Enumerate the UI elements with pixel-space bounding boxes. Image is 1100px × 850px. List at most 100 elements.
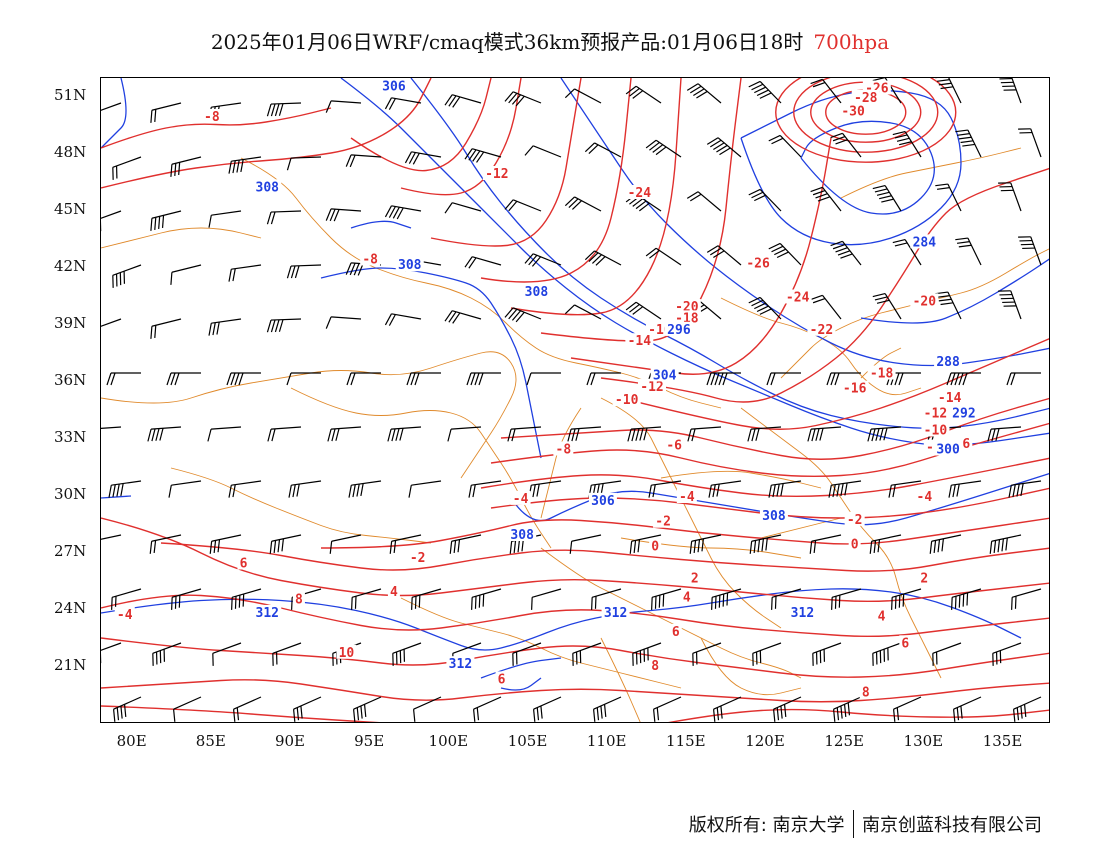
label-bg (650, 367, 679, 382)
wind-barb (292, 696, 322, 722)
wind-barb (406, 372, 441, 386)
temperature-label: -10 (924, 424, 948, 439)
wind-barb (686, 83, 722, 104)
wind-barb (998, 182, 1022, 212)
temperature-label: 4 (878, 610, 886, 625)
temperature-label: -12 (485, 167, 508, 182)
height-label: 308 (398, 258, 422, 273)
temperature-label: -4 (117, 608, 133, 623)
wind-barb (150, 210, 182, 231)
height-label: 306 (591, 494, 615, 509)
wind-barb (831, 588, 862, 610)
wind-barb (286, 264, 322, 279)
isotherm-line (320, 517, 1049, 549)
height-contour-line (510, 472, 1049, 526)
wind-barb (272, 642, 302, 666)
label-bg (360, 251, 381, 266)
boundary-line (170, 467, 432, 544)
wind-barb (101, 210, 122, 232)
boundary-line (760, 517, 842, 539)
wind-barb (444, 94, 482, 108)
label-bg (625, 185, 654, 199)
temperature-label: 2 (920, 572, 928, 587)
lat-tick-label: 39N (54, 314, 87, 332)
label-bg (495, 671, 508, 686)
wind-barb (504, 91, 542, 107)
wind-barb (828, 480, 862, 498)
lon-tick-label: 125E (824, 732, 864, 750)
wind-barb (325, 316, 362, 329)
temperature-label: 6 (672, 625, 680, 640)
label-bg (910, 234, 939, 249)
wind-barb (351, 588, 382, 610)
isotherm-line (101, 679, 1049, 703)
wind-barb (706, 137, 742, 158)
wind-barb (891, 588, 922, 610)
wind-barb (567, 426, 602, 442)
label-bg (638, 378, 666, 393)
wind-barb (992, 642, 1022, 666)
wind-barb (832, 696, 862, 722)
wind-barb (411, 588, 442, 610)
wind-barb (444, 310, 482, 324)
height-contour-line (101, 495, 132, 499)
wind-barb (689, 534, 722, 554)
wind-barb (892, 130, 922, 158)
wind-barb (987, 426, 1022, 442)
temperature-label: -20 (913, 294, 937, 309)
label-bg (653, 513, 674, 528)
wind-barb (771, 588, 802, 610)
wind-barb (768, 134, 802, 158)
wind-barb (266, 102, 302, 117)
label-bg (387, 584, 400, 598)
wind-barb (384, 97, 422, 110)
wind-barb (752, 642, 782, 666)
isotherm-line (480, 457, 1049, 498)
temperature-label: 6 (901, 636, 909, 651)
wind-barb (150, 102, 182, 123)
wind-barb (1012, 696, 1042, 722)
lon-tick-label: 90E (274, 732, 306, 750)
label-bg (783, 289, 812, 304)
isotherm-line (101, 107, 332, 149)
wind-barb (867, 426, 902, 442)
wind-barb (106, 372, 141, 386)
wind-barb (408, 480, 442, 498)
wind-barb (384, 313, 422, 326)
temperature-label: -16 (843, 382, 867, 397)
wind-barb (111, 588, 142, 610)
label-bg (921, 422, 950, 437)
isotherm-ring (793, 78, 939, 153)
wind-barb (112, 156, 142, 180)
wind-barb (345, 154, 382, 168)
wind-barb (768, 242, 802, 266)
wind-barb (748, 188, 782, 212)
temperature-label: -8 (362, 253, 378, 268)
wind-barb (471, 588, 502, 610)
wind-barb (629, 534, 662, 554)
label-bg (664, 321, 693, 336)
height-contour-line (800, 120, 935, 215)
height-label: 312 (791, 606, 814, 621)
label-bg (553, 441, 574, 456)
label-bg (839, 103, 868, 118)
wind-barb (329, 534, 362, 554)
wind-barb (929, 534, 962, 554)
wind-barb (749, 534, 782, 554)
wind-barb (951, 588, 982, 610)
wind-barb (512, 642, 542, 666)
temperature-label: -4 (513, 492, 529, 507)
lat-tick-label: 30N (54, 485, 87, 503)
wind-barb (325, 100, 362, 113)
label-bg (672, 299, 701, 313)
boundary-line (840, 147, 1022, 199)
lon-tick-label: 120E (745, 732, 785, 750)
temperature-label: -18 (870, 367, 894, 382)
label-bg (672, 310, 701, 325)
wind-barb (207, 426, 242, 442)
isotherm-ring (775, 78, 957, 163)
wind-barb (101, 426, 122, 430)
height-label: 308 (510, 528, 534, 543)
label-bg (807, 321, 836, 336)
wind-barb (228, 156, 262, 174)
